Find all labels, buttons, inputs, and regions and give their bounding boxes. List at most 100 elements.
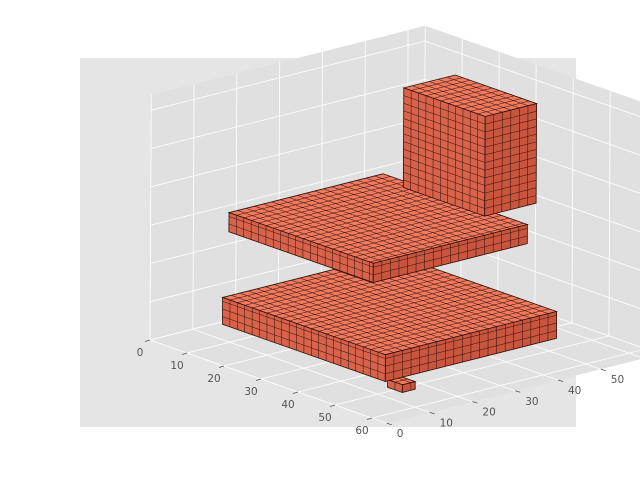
voxel-edge [288,197,434,249]
voxel-edge [357,180,502,232]
voxel-part-seat [227,173,529,284]
voxel-edge [403,141,486,171]
voxel-edge [403,118,486,148]
voxel-edge [323,188,468,240]
voxel-edge [271,201,417,253]
grid-line-z-left [151,40,426,111]
voxel-edge [222,316,386,375]
voxel-edge [425,95,427,196]
voxel-edge [331,186,477,238]
voxel-edge [412,85,494,115]
voxel-edge [469,111,471,211]
x-tick-label: 10 [170,360,183,372]
y-tick [600,368,606,372]
voxel-edge [228,216,374,268]
voxel-edge [440,100,442,201]
voxel-edge [316,273,480,332]
voxel-edge [484,172,537,186]
grid-line-z-back [424,40,640,118]
voxel-edge [265,286,429,345]
x-tick-label: 20 [207,373,220,385]
y-tick [472,401,478,404]
voxel-part-leg [386,375,417,394]
voxel-edge [280,199,425,251]
x-tick [366,417,373,420]
y-tick-label: 40 [568,385,581,397]
voxel-edge [447,103,449,204]
voxel-edge [485,126,537,140]
grid-line-x-floor [334,335,609,406]
x-tick [329,404,336,407]
voxel-edge [291,279,454,338]
voxel-edge [420,83,503,113]
grid-line-y-floor [149,339,387,424]
grid-line-z-left [150,79,425,149]
voxel-edge [484,179,537,194]
voxel-edge [403,148,485,179]
voxel-edge [485,133,537,148]
voxel-edge [385,330,557,375]
voxel-edge [282,282,446,340]
voxel-edge [403,95,486,125]
voxel-edge [484,164,537,179]
y-tick-label: 10 [440,417,453,429]
grid-line-y-left [192,84,195,330]
voxel-edge [254,205,400,258]
voxel-edge [314,190,459,243]
voxel-edge [373,228,528,268]
voxel-edge [385,315,557,359]
voxel-edge [333,269,497,327]
y-tick-label: 20 [482,407,495,419]
voxel-edge [484,149,537,163]
voxel-edge [373,235,528,276]
voxel-edge [477,113,479,214]
x-tick [218,365,225,368]
grid-line-y-left [235,73,238,319]
voxel-edge [510,110,512,210]
grid-line-x-back [571,77,574,323]
x-tick-label: 30 [244,386,257,398]
voxel-edge [432,98,434,198]
voxel-edge [493,114,495,215]
voxel-edge [248,290,412,349]
voxel-edge [263,203,408,255]
grid-line-y-left [277,62,281,308]
voxel-edge [394,378,408,383]
y-tick [515,390,521,393]
voxel-edge [484,195,537,209]
voxel-edge [484,156,537,171]
voxel-edge [385,322,557,367]
voxel-blocks [221,74,558,394]
voxel-edge [446,76,529,106]
grid-line-x-floor [371,349,640,419]
voxel-edge [403,171,485,202]
x-tick [255,378,262,381]
grid-line-z-left [150,155,425,226]
voxel-edge [518,107,520,208]
voxel-edge [273,284,437,342]
voxel-edge [306,192,451,245]
voxel-edge [484,187,537,202]
voxel-edge [485,118,537,133]
y-tick [386,422,392,426]
voxel-edge [403,125,486,156]
voxel-edge [228,223,374,276]
voxel-part-base [221,253,558,383]
voxel-edge [403,110,486,140]
x-tick-label: 40 [281,399,294,411]
voxel-edge [246,208,391,260]
x-tick-label: 60 [355,425,368,437]
voxel-edge [237,210,382,262]
voxel-edge [222,301,386,359]
voxel-edge [239,292,403,351]
y-tick-label: 0 [397,428,404,440]
voxel-edge [297,195,442,247]
y-tick-label: 50 [611,374,624,386]
voxel-edge [527,105,529,206]
voxel-edge [462,108,464,209]
x-tick [292,391,299,394]
x-tick-label: 50 [318,412,331,424]
voxel-edge [501,112,503,212]
voxel-edge [403,164,485,194]
